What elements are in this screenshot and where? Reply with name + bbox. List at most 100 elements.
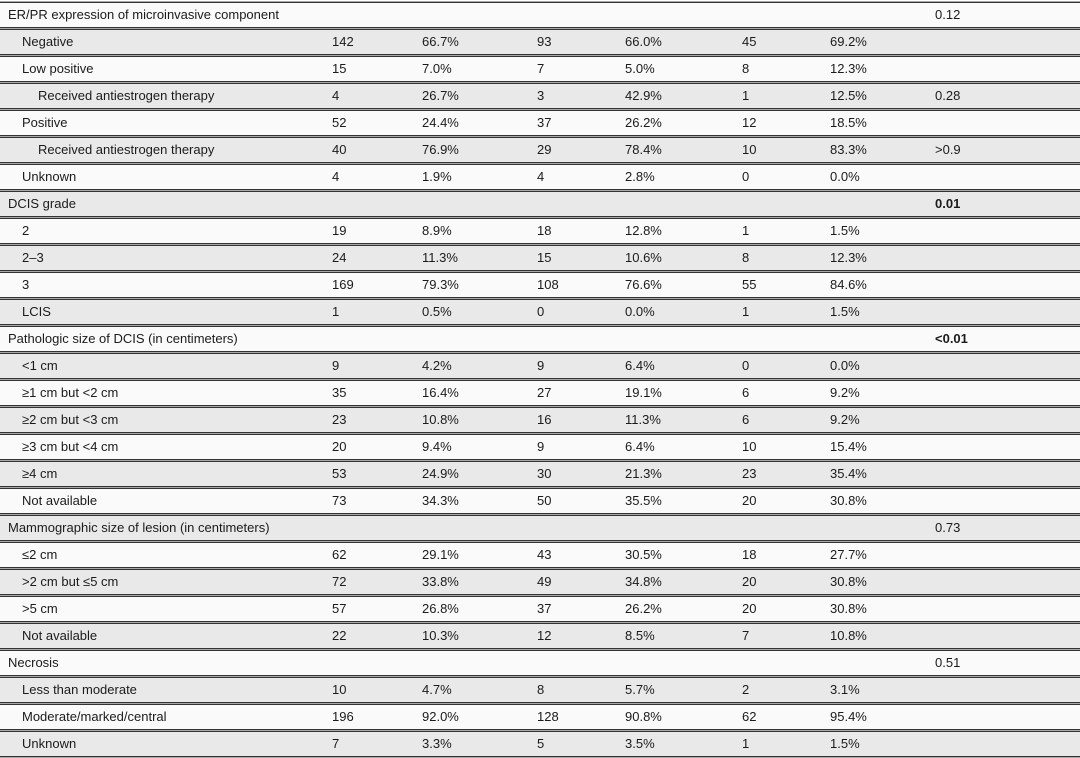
p-value-cell (935, 596, 1080, 622)
percent-cell: 4.7% (422, 677, 537, 703)
count-cell: 20 (332, 434, 422, 460)
p-value-cell (935, 488, 1080, 514)
percent-cell: 30.8% (830, 596, 935, 622)
percent-cell: 12.8% (625, 218, 742, 244)
percent-cell: 26.2% (625, 110, 742, 136)
count-cell: 73 (332, 488, 422, 514)
percent-cell (830, 650, 935, 676)
table-row: Not available 73 34.3% 50 35.5% 20 30.8% (0, 488, 1080, 514)
count-cell: 22 (332, 623, 422, 649)
row-label: <1 cm (0, 353, 332, 379)
p-value-cell (935, 245, 1080, 271)
count-cell: 7 (742, 623, 830, 649)
p-value-cell (935, 218, 1080, 244)
p-value-cell: 0.73 (935, 515, 1080, 541)
count-cell: 49 (537, 569, 625, 595)
percent-cell: 1.9% (422, 164, 537, 190)
percent-cell: 19.1% (625, 380, 742, 406)
percent-cell: 10.8% (830, 623, 935, 649)
section-row: ER/PR expression of microinvasive compon… (0, 2, 1080, 28)
row-label: Low positive (0, 56, 332, 82)
count-cell: 9 (332, 353, 422, 379)
row-label: ≥1 cm but <2 cm (0, 380, 332, 406)
count-cell: 142 (332, 29, 422, 55)
count-cell: 10 (742, 434, 830, 460)
table-row: Moderate/marked/central 196 92.0% 128 90.8% 6… (0, 704, 1080, 730)
table-row: ≥1 cm but <2 cm 35 16.4% 27 19.1% 6 9.2% (0, 380, 1080, 406)
count-cell: 1 (742, 218, 830, 244)
percent-cell: 6.4% (625, 353, 742, 379)
count-cell (742, 2, 830, 28)
percent-cell (422, 515, 537, 541)
percent-cell: 10.3% (422, 623, 537, 649)
percent-cell: 9.4% (422, 434, 537, 460)
percent-cell: 1.5% (830, 731, 935, 757)
table-row: ≥4 cm 53 24.9% 30 21.3% 23 35.4% (0, 461, 1080, 487)
percent-cell: 7.0% (422, 56, 537, 82)
count-cell (742, 515, 830, 541)
row-label: ≥3 cm but <4 cm (0, 434, 332, 460)
count-cell: 4 (332, 83, 422, 109)
percent-cell (830, 191, 935, 217)
percent-cell (422, 2, 537, 28)
count-cell: 196 (332, 704, 422, 730)
table-row: >2 cm but ≤5 cm 72 33.8% 49 34.8% 20 30.8% (0, 569, 1080, 595)
percent-cell: 12.5% (830, 83, 935, 109)
count-cell: 55 (742, 272, 830, 298)
section-row: DCIS grade 0.01 (0, 191, 1080, 217)
percent-cell: 33.8% (422, 569, 537, 595)
row-label: Not available (0, 623, 332, 649)
count-cell: 52 (332, 110, 422, 136)
count-cell: 6 (742, 380, 830, 406)
percent-cell (830, 2, 935, 28)
percent-cell: 24.9% (422, 461, 537, 487)
count-cell: 19 (332, 218, 422, 244)
percent-cell: 24.4% (422, 110, 537, 136)
percent-cell: 2.8% (625, 164, 742, 190)
table-row: <1 cm 9 4.2% 9 6.4% 0 0.0% (0, 353, 1080, 379)
percent-cell: 4.2% (422, 353, 537, 379)
p-value-cell (935, 110, 1080, 136)
percent-cell: 83.3% (830, 137, 935, 163)
table-row: ≥2 cm but <3 cm 23 10.8% 16 11.3% 6 9.2% (0, 407, 1080, 433)
count-cell: 0 (537, 299, 625, 325)
percent-cell: 18.5% (830, 110, 935, 136)
row-label: >2 cm but ≤5 cm (0, 569, 332, 595)
percent-cell: 30.5% (625, 542, 742, 568)
row-label: Unknown (0, 731, 332, 757)
percent-cell: 95.4% (830, 704, 935, 730)
row-label: Received antiestrogen therapy (0, 83, 332, 109)
count-cell: 5 (537, 731, 625, 757)
percent-cell: 92.0% (422, 704, 537, 730)
percent-cell: 9.2% (830, 407, 935, 433)
count-cell: 37 (537, 596, 625, 622)
p-value-cell (935, 704, 1080, 730)
p-value-cell: 0.12 (935, 2, 1080, 28)
section-label: ER/PR expression of microinvasive compon… (0, 2, 332, 28)
percent-cell (830, 326, 935, 352)
count-cell (332, 2, 422, 28)
percent-cell: 35.4% (830, 461, 935, 487)
percent-cell: 5.0% (625, 56, 742, 82)
count-cell: 0 (742, 353, 830, 379)
percent-cell: 76.9% (422, 137, 537, 163)
percent-cell: 3.5% (625, 731, 742, 757)
count-cell: 108 (537, 272, 625, 298)
count-cell: 1 (742, 731, 830, 757)
percent-cell (625, 2, 742, 28)
percent-cell: 26.7% (422, 83, 537, 109)
count-cell: 10 (742, 137, 830, 163)
count-cell: 8 (742, 56, 830, 82)
percent-cell (625, 650, 742, 676)
section-row: Pathologic size of DCIS (in centimeters)… (0, 326, 1080, 352)
percent-cell: 69.2% (830, 29, 935, 55)
percent-cell: 78.4% (625, 137, 742, 163)
row-label: Less than moderate (0, 677, 332, 703)
percent-cell: 76.6% (625, 272, 742, 298)
count-cell: 62 (332, 542, 422, 568)
p-value-cell (935, 623, 1080, 649)
percent-cell: 12.3% (830, 245, 935, 271)
count-cell (742, 326, 830, 352)
count-cell: 20 (742, 596, 830, 622)
table-row: 2–3 24 11.3% 15 10.6% 8 12.3% (0, 245, 1080, 271)
